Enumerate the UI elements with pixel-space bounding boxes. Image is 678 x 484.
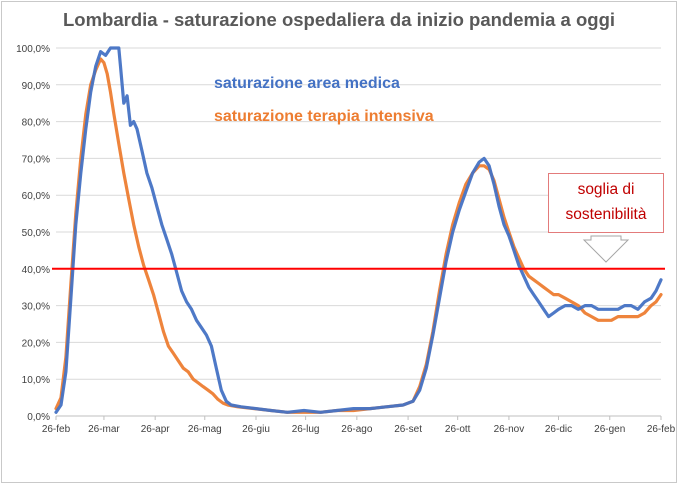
- legend-entry-intensiva: saturazione terapia intensiva: [214, 108, 434, 125]
- y-tick-label: 30,0%: [22, 302, 50, 313]
- x-tick-label: 26-giu: [242, 424, 270, 435]
- down-arrow-icon: [582, 235, 630, 263]
- x-tick-label: 26-ott: [445, 424, 471, 435]
- y-tick-label: 20,0%: [22, 338, 50, 349]
- chart-title: Lombardia - saturazione ospedaliera da i…: [62, 9, 616, 30]
- y-tick-label: 10,0%: [22, 375, 50, 386]
- y-tick-label: 90,0%: [22, 81, 50, 92]
- y-tick-label: 50,0%: [22, 228, 50, 239]
- x-tick-label: 26-mag: [188, 424, 222, 435]
- callout-line-1: soglia di: [577, 181, 635, 198]
- x-tick-label: 26-mar: [88, 424, 120, 435]
- x-tick-label: 26-dic: [545, 424, 572, 435]
- x-tick-label: 26-gen: [594, 424, 625, 435]
- callout-line-2: sostenibilità: [565, 206, 647, 223]
- x-tick-label: 26-nov: [494, 424, 525, 435]
- x-tick-label: 26-lug: [292, 424, 320, 435]
- y-tick-label: 100,0%: [16, 44, 50, 55]
- x-tick-label: 26-apr: [141, 424, 171, 435]
- series-line-medica: [54, 46, 663, 414]
- x-tick-label: 26-feb: [647, 424, 676, 435]
- y-tick-label: 70,0%: [22, 154, 50, 165]
- y-tick-label: 0,0%: [27, 412, 50, 423]
- y-tick-label: 60,0%: [22, 191, 50, 202]
- x-tick-label: 26-ago: [341, 424, 373, 435]
- y-tick-label: 40,0%: [22, 265, 50, 276]
- y-tick-label: 80,0%: [22, 118, 50, 129]
- x-tick-label: 26-set: [394, 424, 422, 435]
- x-tick-label: 26-feb: [42, 424, 71, 435]
- threshold-callout: soglia di sostenibilità: [548, 173, 664, 233]
- legend-entry-medica: saturazione area medica: [214, 75, 400, 92]
